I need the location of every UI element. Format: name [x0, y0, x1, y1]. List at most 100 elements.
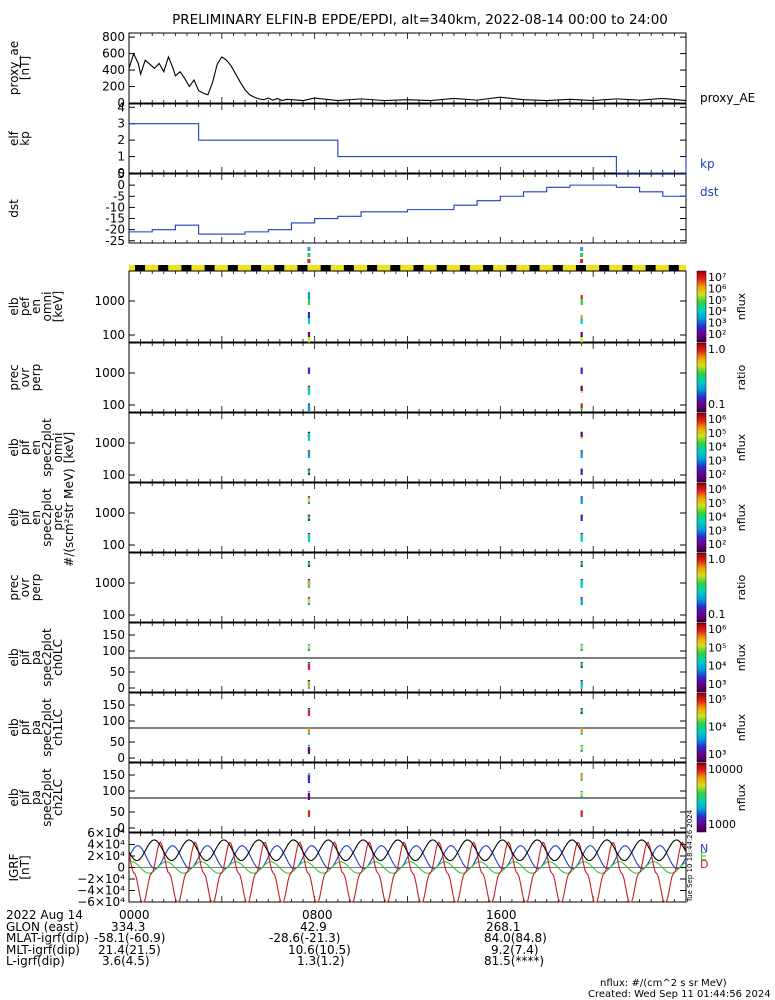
status-bar-segment: [204, 265, 215, 271]
y-tick-label: 0: [117, 681, 125, 695]
colorbar-tick-label: 10⁵: [708, 294, 726, 307]
status-bar-segment: [413, 265, 424, 271]
y-axis-label: spec2plot: [40, 698, 54, 757]
y-axis-label: IGRF: [7, 853, 21, 881]
status-bar-segment: [459, 265, 470, 271]
igrf-legend-E: E: [700, 850, 707, 863]
colorbar-tick-label: 1.0: [708, 553, 726, 566]
colorbar-label: nflux: [735, 503, 748, 531]
y-tick-label: −2×10⁴: [77, 872, 125, 886]
spectrogram-pixel: [307, 368, 311, 374]
footer-mlt-1: 10.6(10.5): [288, 942, 351, 957]
footer-mlat-0: -58.1(-60.9): [94, 931, 166, 945]
y-axis-label: ch1LC: [51, 709, 65, 746]
spectrogram-pixel: [580, 432, 583, 437]
y-tick-label: 3: [117, 117, 125, 131]
status-bar-segment: [181, 265, 192, 271]
footer-time-2: 1600: [486, 908, 517, 922]
footer-label-l: L-igrf(dip): [6, 954, 65, 968]
y-axis-label: pif: [18, 719, 32, 735]
colorbar-10: [696, 762, 707, 833]
status-bar-segment: [227, 265, 238, 271]
panel-frame-6: [128, 482, 687, 553]
panel-frame-7: [128, 552, 687, 623]
y-axis-label: omni: [40, 292, 54, 322]
spectrogram-pixel: [307, 728, 311, 733]
status-bar-segment: [297, 265, 308, 271]
colorbar-tick-label: 1000: [708, 818, 736, 831]
colorbar-tick-label: 0.1: [708, 398, 726, 411]
y-tick-label: -10: [105, 200, 125, 214]
colorbar-label: nflux: [735, 292, 748, 320]
igrf-series-0: [128, 845, 686, 870]
y-tick-label: 6×10⁴: [87, 826, 125, 840]
y-tick-label: 2×10⁴: [87, 849, 125, 863]
y-axis-label: elb: [7, 438, 21, 456]
footer-mlt-2: 9.2(7.4): [491, 942, 539, 957]
y-tick-label: 4×10⁴: [87, 838, 125, 852]
y-axis-label: spec2plot: [40, 768, 54, 827]
status-bar-segment: [320, 265, 331, 271]
y-tick-label: 1000: [94, 506, 125, 520]
science-marker: [580, 247, 584, 251]
spectrogram-pixel: [580, 451, 583, 458]
legend-1: kp: [700, 157, 715, 171]
status-bar-segment: [668, 265, 679, 271]
y-axis-label: pa: [29, 790, 43, 805]
y-axis-label: pa: [29, 650, 43, 665]
colorbar-tick-label: 10²: [708, 328, 726, 341]
status-bar-segment: [529, 265, 540, 271]
y-axis-label: elb: [7, 648, 21, 666]
status-bar-segment: [367, 265, 378, 271]
status-bar-segment: [135, 265, 145, 271]
y-tick-label: 0: [117, 751, 125, 765]
y-axis-label: spec2plot: [40, 418, 54, 477]
spectrogram-pixel: [580, 534, 583, 542]
colorbar-tick-label: 1.0: [708, 343, 726, 356]
y-tick-label: 100: [102, 784, 125, 798]
spectrogram-pixel: [580, 332, 583, 337]
y-axis-label: kp: [18, 131, 32, 146]
y-tick-label: 0: [117, 861, 125, 875]
spectrogram-pixel: [580, 792, 583, 796]
y-tick-label: 100: [102, 468, 125, 482]
spectrogram-pixel: [307, 292, 311, 299]
footer-l-2: 81.5(****): [484, 954, 545, 968]
spectrogram-pixel: [307, 498, 311, 502]
footer-time-0: 0000: [119, 908, 150, 922]
spectrogram-pixel: [307, 470, 311, 473]
status-bar-segment: [483, 265, 494, 271]
y-tick-label: 1000: [94, 294, 125, 308]
y-axis-label: spec2plot: [40, 628, 54, 687]
panel-frame-3: [128, 270, 687, 343]
y-axis-label: elb: [7, 297, 21, 315]
y-tick-label: 100: [102, 644, 125, 658]
status-bar-segment: [645, 265, 656, 271]
y-tick-label: 100: [102, 398, 125, 412]
footer-label-mlat: MLAT-igrf(dip): [6, 931, 90, 945]
colorbar-tick-label: 10⁵: [708, 641, 726, 654]
footer-label-glon: GLON (east): [6, 919, 79, 934]
colorbar-tick-label: 10⁴: [708, 660, 727, 673]
y-tick-label: 100: [102, 328, 125, 342]
colorbar-4: [696, 342, 707, 413]
y-tick-label: -25: [105, 234, 125, 248]
y-axis-label: elb: [7, 508, 21, 526]
y-axis-label: pef: [18, 296, 32, 316]
spectrogram-pixel: [307, 581, 311, 586]
units-note: nflux: #/(cm^2 s sr MeV): [600, 978, 727, 989]
spectrogram-pixel: [580, 298, 583, 305]
y-tick-label: 4: [117, 100, 125, 114]
y-tick-label: 150: [102, 698, 125, 712]
y-tick-label: 200: [102, 80, 125, 94]
spectrogram-pixel: [307, 562, 311, 565]
colorbar-8: [696, 622, 707, 693]
colorbar-6: [696, 482, 707, 553]
igrf-legend-D: D: [700, 858, 708, 871]
y-tick-label: -15: [105, 212, 125, 226]
y-axis-label: omni: [51, 433, 65, 463]
colorbar-tick-label: 10⁴: [708, 511, 727, 524]
spectrogram-pixel: [307, 793, 311, 800]
spectrogram-pixel: [307, 405, 311, 412]
